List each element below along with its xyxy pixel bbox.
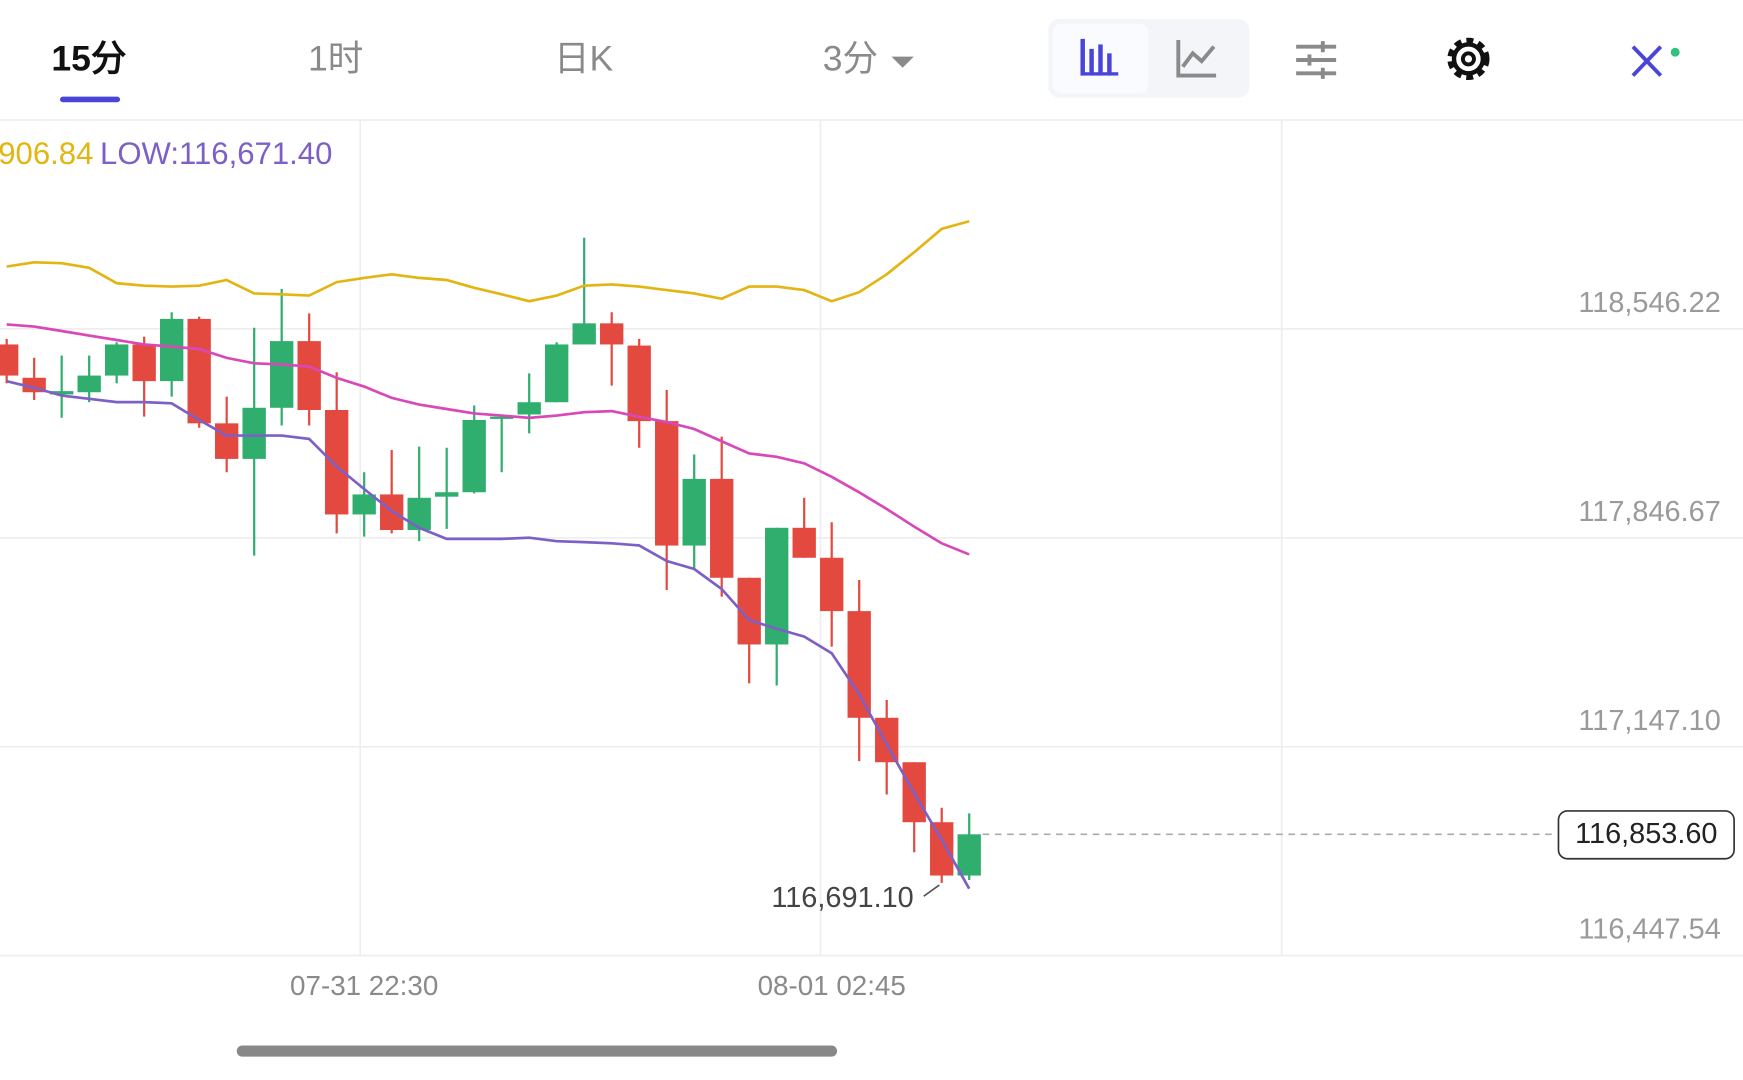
- candle-body: [517, 402, 541, 415]
- line-icon[interactable]: [1176, 40, 1217, 78]
- candle-body: [710, 478, 734, 578]
- last-price-box: [1557, 810, 1735, 860]
- candle-body: [545, 344, 569, 403]
- tab[interactable]: 日K: [554, 39, 614, 79]
- dropdown-arrow[interactable]: [891, 56, 914, 68]
- y-tick-label: 116,447.54: [1578, 914, 1720, 946]
- candle-body: [875, 717, 899, 763]
- candle-body: [77, 375, 101, 393]
- candle-body: [847, 611, 871, 718]
- candle-body: [820, 557, 844, 612]
- candle-body: [325, 409, 349, 515]
- candle-body: [0, 344, 19, 376]
- candle-body: [105, 344, 129, 376]
- candle-body: [462, 419, 486, 493]
- indicator-line: [6, 219, 970, 303]
- x-tick-label: 07-31 22:30: [290, 970, 438, 1001]
- tab[interactable]: 3分: [823, 39, 878, 79]
- plot-area: [0, 120, 1743, 957]
- candle-icon[interactable]: [1080, 38, 1119, 76]
- toolbar: 15分 1时 日K 3分: [51, 18, 1680, 103]
- candle-body: [930, 822, 954, 876]
- candle-body: [792, 527, 816, 558]
- indicator-label: LOW:116,671.40: [100, 136, 332, 171]
- candle-body: [187, 318, 211, 424]
- candle-body: [50, 391, 74, 395]
- y-tick-label: 117,846.67: [1578, 496, 1720, 528]
- candle-body: [957, 834, 981, 876]
- candle-body: [160, 318, 184, 382]
- scrollbar[interactable]: [236, 1045, 838, 1057]
- candle-body: [270, 341, 294, 408]
- candle-body: [765, 527, 789, 645]
- tab[interactable]: 15分: [51, 39, 127, 79]
- y-tick-label: 118,546.22: [1578, 287, 1720, 319]
- candle-body: [435, 492, 459, 497]
- gear-icon[interactable]: [1447, 37, 1490, 80]
- indicator-label: 906.84: [0, 136, 93, 171]
- candle-body: [737, 577, 761, 645]
- close-icon[interactable]: [1631, 45, 1663, 77]
- settings-sliders-icon[interactable]: [1296, 41, 1337, 79]
- status-dot: [1670, 47, 1680, 57]
- candle-body: [407, 497, 431, 531]
- candle-body: [572, 323, 596, 345]
- y-tick-label: 117,147.10: [1578, 705, 1720, 737]
- candle-body: [132, 344, 156, 382]
- x-tick-label: 08-01 02:45: [758, 970, 906, 1001]
- tab-underline: [60, 96, 121, 103]
- last-price-label: 116,853.60: [1575, 818, 1717, 850]
- candle-body: [242, 407, 266, 459]
- tab[interactable]: 1时: [308, 39, 363, 79]
- low-marker-line: [923, 884, 940, 897]
- candle-body: [655, 421, 679, 546]
- candle-body: [352, 494, 376, 515]
- candle-body: [600, 323, 624, 345]
- candle-body: [682, 478, 706, 546]
- indicator-line: [6, 379, 971, 890]
- candle-body: [490, 416, 514, 419]
- candle-body: [297, 341, 321, 410]
- low-marker-label: 116,691.10: [771, 882, 913, 914]
- candle-body: [627, 345, 651, 422]
- indicator-line: [6, 323, 970, 556]
- candle-body: [215, 423, 239, 459]
